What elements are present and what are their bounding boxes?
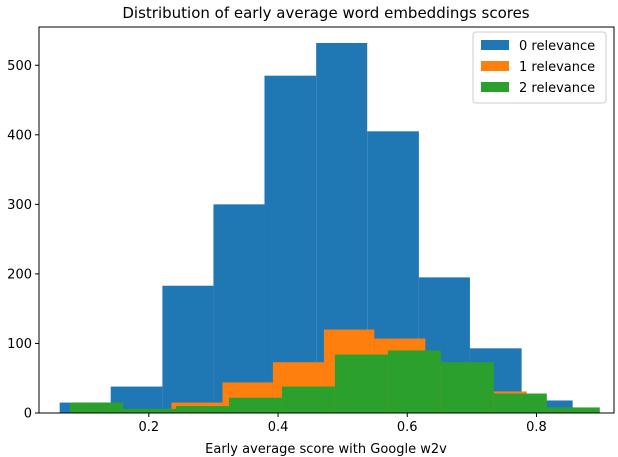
histogram-bar: [213, 204, 265, 413]
legend-swatch: [481, 40, 509, 50]
legend-swatch: [481, 61, 509, 71]
legend: 0 relevance 1 relevance 2 relevance: [472, 31, 607, 104]
legend-swatch: [481, 82, 509, 92]
axes: [38, 26, 615, 414]
y-tick-label: 200: [7, 267, 32, 282]
series-0: [59, 43, 573, 414]
histogram-bar: [493, 393, 547, 413]
x-axis-ticks: 0.2 0.4 0.6 0.8: [138, 413, 547, 435]
histogram-bar: [228, 397, 282, 413]
x-tick-label: 0.4: [268, 420, 289, 435]
x-axis-label: Early average score with Google w2v: [205, 442, 447, 457]
series-2: [70, 350, 600, 413]
histogram-bar: [546, 407, 600, 413]
y-tick-label: 100: [7, 337, 32, 352]
legend-label: 1 relevance: [519, 60, 595, 75]
x-tick-label: 0.8: [526, 420, 547, 435]
histogram-bar: [70, 402, 123, 413]
histogram-bar: [122, 408, 176, 413]
histogram-bar: [334, 354, 388, 413]
y-tick-label: 0: [24, 407, 32, 422]
plot-frame: [38, 26, 615, 414]
histogram-bars: [59, 43, 600, 414]
y-axis-ticks: 0 100 200 300 400 500: [7, 59, 39, 422]
histogram-bar: [281, 386, 335, 413]
histogram-bar: [162, 285, 214, 413]
histogram-bar: [440, 362, 494, 413]
histogram-bar: [175, 406, 229, 413]
x-tick-label: 0.2: [138, 420, 159, 435]
legend-label: 2 relevance: [519, 81, 595, 96]
y-tick-label: 500: [7, 59, 32, 74]
histogram-bar: [264, 75, 317, 414]
chart-title: Distribution of early average word embed…: [122, 4, 529, 22]
x-tick-label: 0.6: [397, 420, 418, 435]
y-tick-label: 300: [7, 198, 32, 213]
histogram-bar: [387, 350, 441, 413]
legend-label: 0 relevance: [519, 39, 595, 54]
y-tick-label: 400: [7, 128, 32, 143]
